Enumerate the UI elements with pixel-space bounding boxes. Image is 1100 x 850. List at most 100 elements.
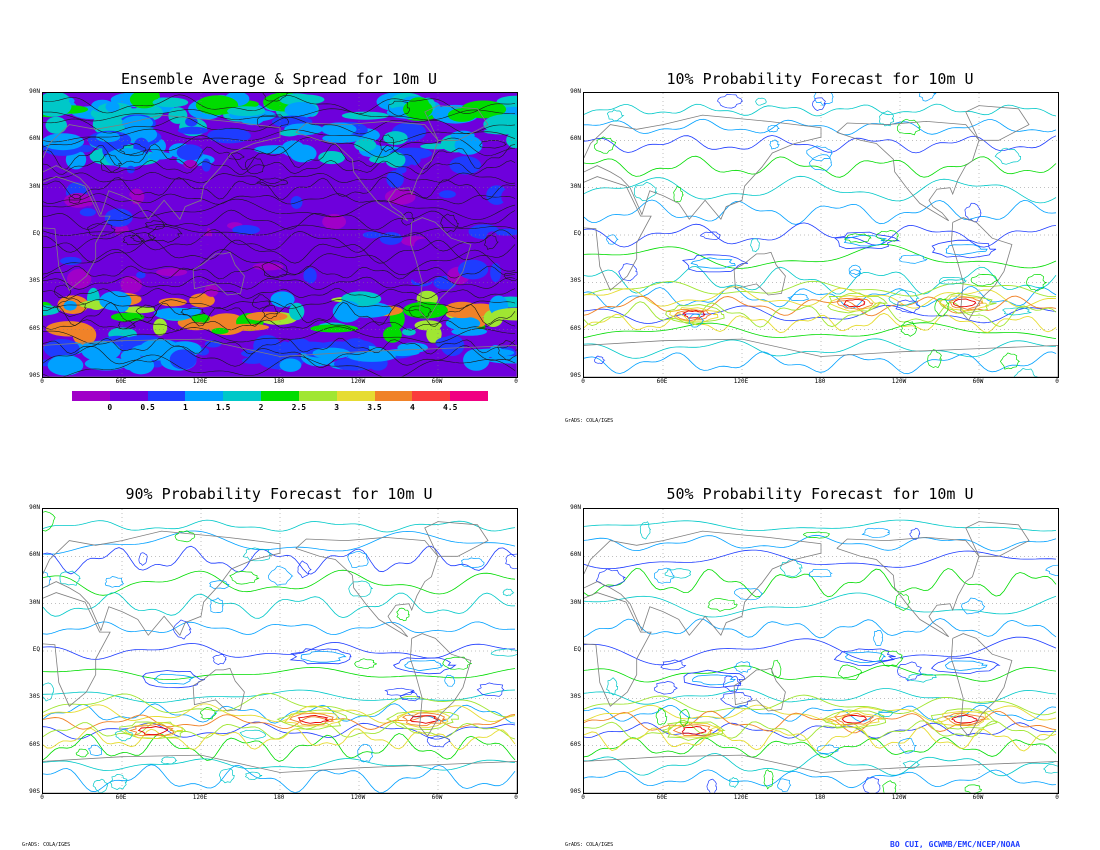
contour-line [584, 135, 1057, 154]
lon-label: 180 [814, 378, 826, 385]
spread-fill [43, 93, 517, 376]
spread-patch [190, 235, 221, 245]
coastline [43, 754, 517, 793]
contour-loop [900, 321, 917, 337]
colorbar-segment [412, 391, 451, 401]
spread-patch [270, 291, 295, 308]
contour-loop [256, 177, 289, 187]
coastline [584, 338, 1058, 377]
spread-patch [156, 268, 188, 277]
spread-patch [420, 143, 451, 150]
colorbar-label: 2 [258, 403, 264, 412]
contour-line [584, 753, 1057, 777]
spread-patch [511, 279, 517, 295]
contour-line [584, 549, 1057, 570]
contour-loop [948, 296, 984, 310]
lon-label: 180 [273, 794, 285, 801]
lon-label: 60E [656, 378, 668, 385]
colorbar-segment [223, 391, 262, 401]
spread-patch [207, 127, 251, 144]
colorbar-segment [72, 391, 110, 401]
jet-contour [584, 295, 1057, 317]
coastline [43, 114, 281, 220]
spread-patch [47, 354, 84, 376]
contour-loop [728, 777, 739, 789]
grads-label-p90: GrADS: COLA/IGES [22, 842, 71, 848]
contour-loop [999, 352, 1021, 370]
stream-line [43, 345, 516, 368]
contour-loop [882, 780, 897, 793]
contour-loop [595, 568, 626, 587]
contour-loop [129, 232, 156, 243]
spread-patch [383, 131, 408, 145]
contour-loop [808, 569, 833, 578]
lon-label: 60E [115, 794, 127, 801]
contour-loop [964, 784, 982, 793]
gridlines [43, 509, 517, 793]
contour-loop [771, 659, 782, 679]
contour-loop [675, 309, 712, 322]
coastline [424, 105, 489, 141]
contour-loop [879, 110, 895, 127]
contour-loop [484, 235, 499, 250]
spread-patch [124, 195, 133, 212]
colorbar-label: 4 [409, 403, 415, 412]
colorbar-label: 3.5 [367, 403, 382, 412]
contour-loop [160, 756, 178, 765]
spread-patch [144, 235, 166, 242]
contour-line [584, 769, 1057, 789]
spread-patch [288, 302, 305, 321]
contour-loop [777, 778, 792, 792]
lon-label: 60W [972, 378, 984, 385]
contour-loop [229, 571, 260, 585]
contour-loop [822, 709, 887, 729]
contour-line [43, 733, 516, 762]
stream-line [43, 248, 516, 276]
contour-line [584, 568, 1057, 598]
contour-loop [440, 213, 459, 233]
jet-contour [584, 280, 1057, 298]
contour-loop [227, 152, 245, 160]
contour-loop [87, 744, 102, 756]
colorbar-segment [450, 391, 488, 401]
coastlines [584, 521, 1058, 793]
coastline [295, 536, 439, 638]
colorbar-segment [109, 391, 148, 401]
lon-label: 120W [350, 378, 366, 385]
contour-loop [262, 93, 289, 102]
contour-loop [897, 661, 923, 682]
spread-patch [491, 307, 517, 321]
spread-patch [104, 208, 133, 227]
panel-title-p10: 10% Probability Forecast for 10m U [666, 70, 974, 88]
contour-line [584, 199, 1057, 225]
contour-line [43, 666, 516, 680]
contour-loop [952, 298, 977, 308]
contour-loop [409, 715, 439, 724]
contour-loop [357, 743, 374, 763]
spread-patch [449, 156, 482, 175]
contours [43, 511, 517, 793]
contour-line [584, 118, 1057, 136]
stream-line [43, 275, 516, 291]
contour-loop [399, 691, 420, 702]
stream-line [43, 209, 516, 231]
contour-loop [861, 527, 891, 539]
lon-label: 120W [350, 794, 366, 801]
contour-loop [476, 682, 505, 697]
contour-loop [354, 658, 377, 670]
contour-loop [681, 254, 749, 273]
jet-contour [43, 692, 516, 718]
contour-loop [944, 660, 988, 671]
stream-line [43, 288, 516, 300]
contour-loop [833, 648, 896, 667]
contour-loop [828, 295, 881, 312]
spread-patch [322, 133, 361, 143]
colorbar-segment [185, 391, 224, 401]
spread-patch [154, 307, 198, 320]
contour-loop [688, 313, 705, 328]
spread-patch [226, 323, 270, 331]
contour-loop [994, 147, 1021, 165]
grads-label-p10: GrADS: COLA/IGES [565, 418, 614, 424]
contour-loop [909, 527, 921, 540]
contour-loop [388, 100, 410, 117]
